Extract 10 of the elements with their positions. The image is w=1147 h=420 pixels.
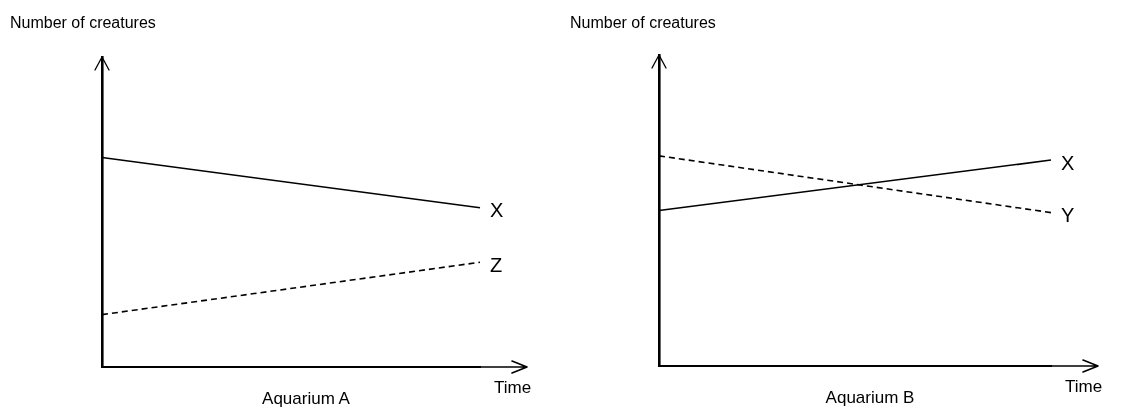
y-axis-title: Number of creatures (570, 14, 716, 33)
y-axis-title: Number of creatures (10, 14, 156, 33)
x-axis-title: Time (1065, 377, 1103, 397)
text: Aquarium A (262, 389, 350, 409)
series-label: X (490, 199, 504, 222)
series-label: X (1061, 151, 1075, 174)
series-label: Z (490, 253, 503, 276)
text: Aquarium B (825, 388, 915, 408)
series-label: Y (1061, 204, 1075, 227)
x-axis-title: Time (494, 378, 532, 398)
